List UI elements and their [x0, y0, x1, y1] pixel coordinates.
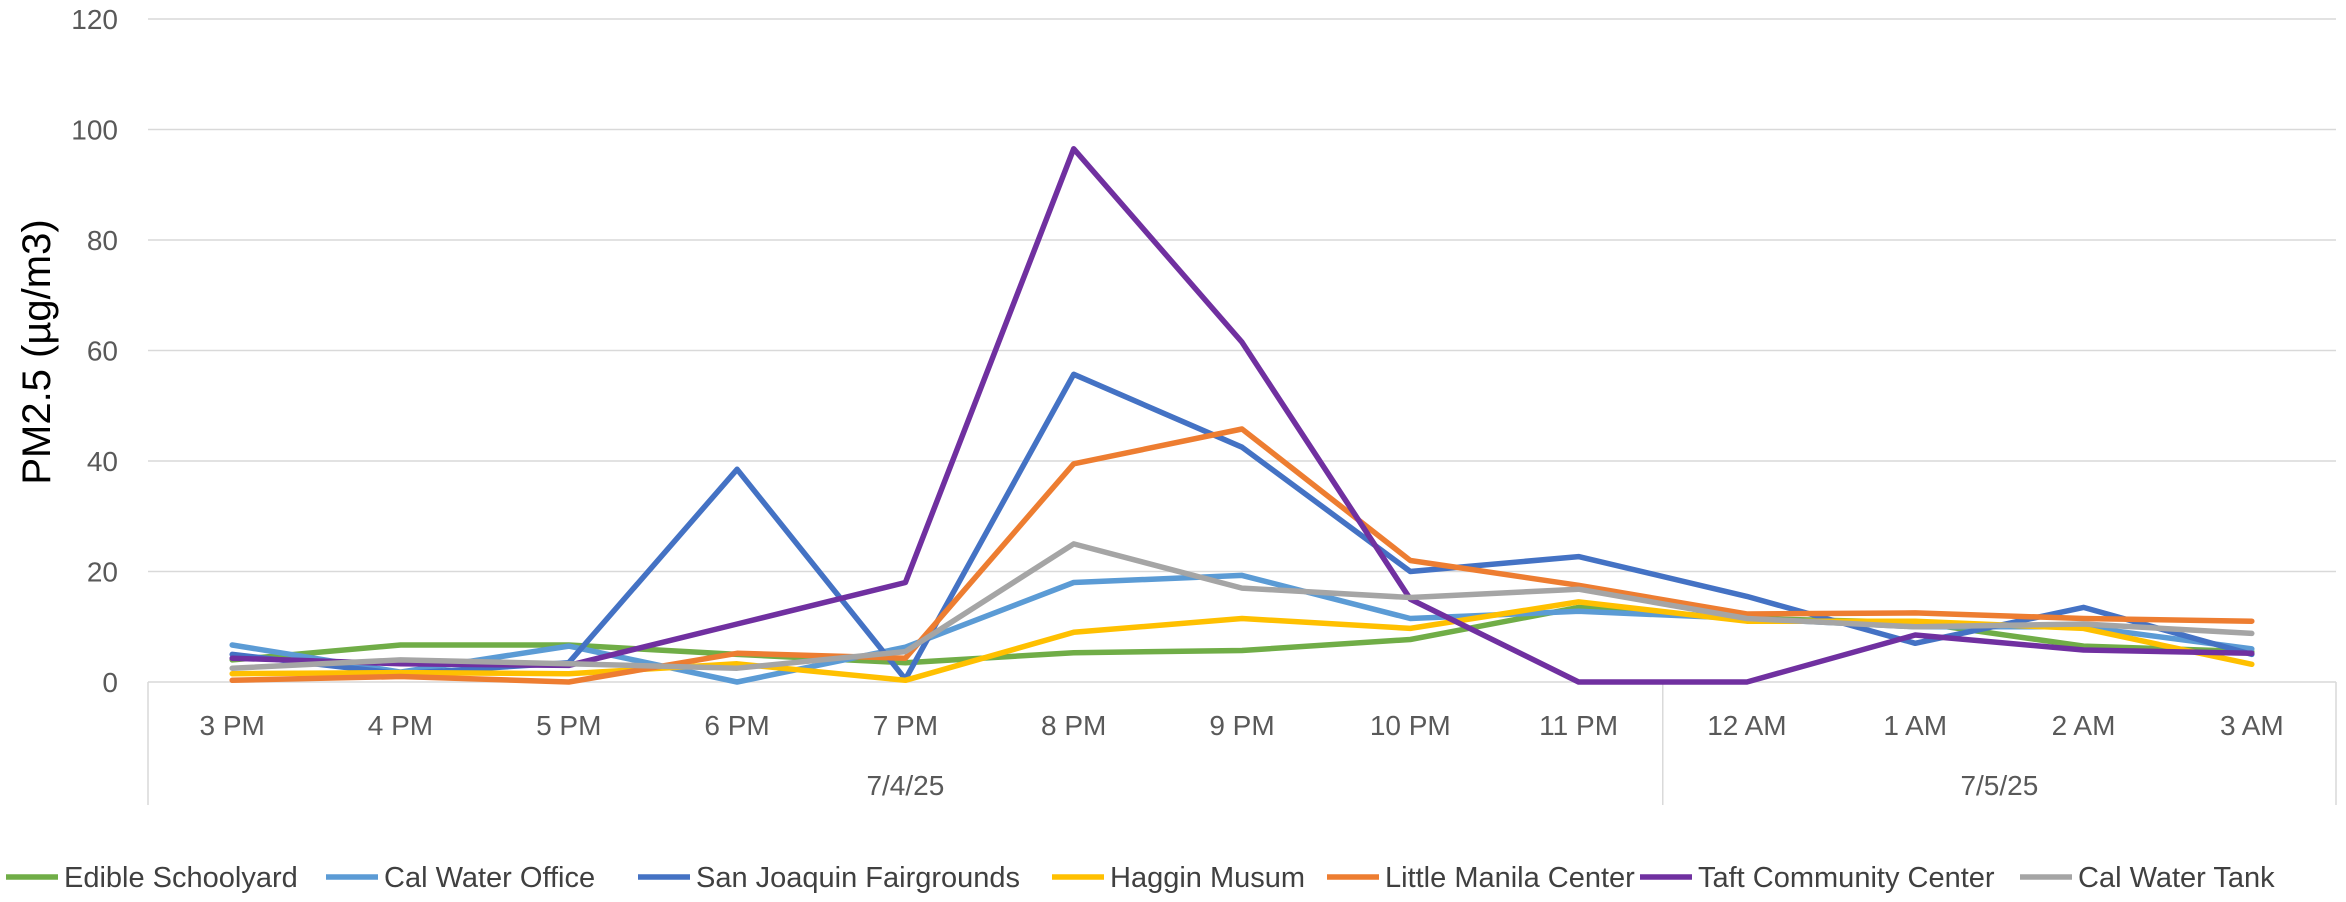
gridlines [148, 18, 2336, 683]
x-tick-label: 8 PM [1041, 710, 1106, 741]
x-tick-label: 1 AM [1883, 710, 1947, 741]
x-group-label: 7/4/25 [866, 770, 944, 801]
series-lines [229, 146, 2255, 685]
x-tick-label: 5 PM [536, 710, 601, 741]
x-tick-label: 9 PM [1209, 710, 1274, 741]
x-tick-label: 12 AM [1707, 710, 1786, 741]
x-tick-label: 3 AM [2220, 710, 2284, 741]
legend-label: Cal Water Office [384, 862, 595, 894]
series-line [229, 146, 2255, 685]
x-tick-label: 2 AM [2052, 710, 2116, 741]
series-line [229, 426, 2255, 685]
legend-label: Cal Water Tank [2078, 862, 2275, 894]
series-line [229, 541, 2255, 671]
y-tick-label: 100 [71, 115, 118, 146]
legend: Edible Schoolyard Cal Water Office San Joa… [6, 862, 2275, 894]
x-tick-label: 3 PM [199, 710, 264, 741]
y-tick-label: 120 [71, 4, 118, 35]
x-group-label: 7/5/25 [1960, 770, 2038, 801]
series-line [229, 371, 2255, 682]
x-tick-label: 11 PM [1539, 710, 1618, 741]
y-tick-label: 80 [87, 225, 118, 256]
y-tick-label: 20 [87, 557, 118, 588]
y-tick-label: 60 [87, 336, 118, 367]
legend-label: Haggin Musum [1110, 862, 1305, 894]
y-axis-ticks: 0 20 40 60 80 100 120 [71, 4, 118, 698]
y-tick-label: 0 [102, 667, 118, 698]
x-axis: 3 PM 4 PM 5 PM 6 PM 7 PM 8 PM 9 PM 10 PM 11 PM 12… [147, 682, 2337, 805]
y-axis-label: PM2.5 (µg/m3) [15, 219, 59, 484]
series-line [229, 599, 2255, 684]
y-tick-label: 40 [87, 446, 118, 477]
legend-label: Little Manila Center [1385, 862, 1635, 894]
x-tick-label: 4 PM [368, 710, 433, 741]
x-tick-label: 10 PM [1370, 710, 1451, 741]
legend-label: Edible Schoolyard [64, 862, 298, 894]
x-tick-label: 7 PM [873, 710, 938, 741]
x-tick-label: 6 PM [704, 710, 769, 741]
legend-label: San Joaquin Fairgrounds [696, 862, 1020, 894]
legend-label: Taft Community Center [1698, 862, 1995, 894]
